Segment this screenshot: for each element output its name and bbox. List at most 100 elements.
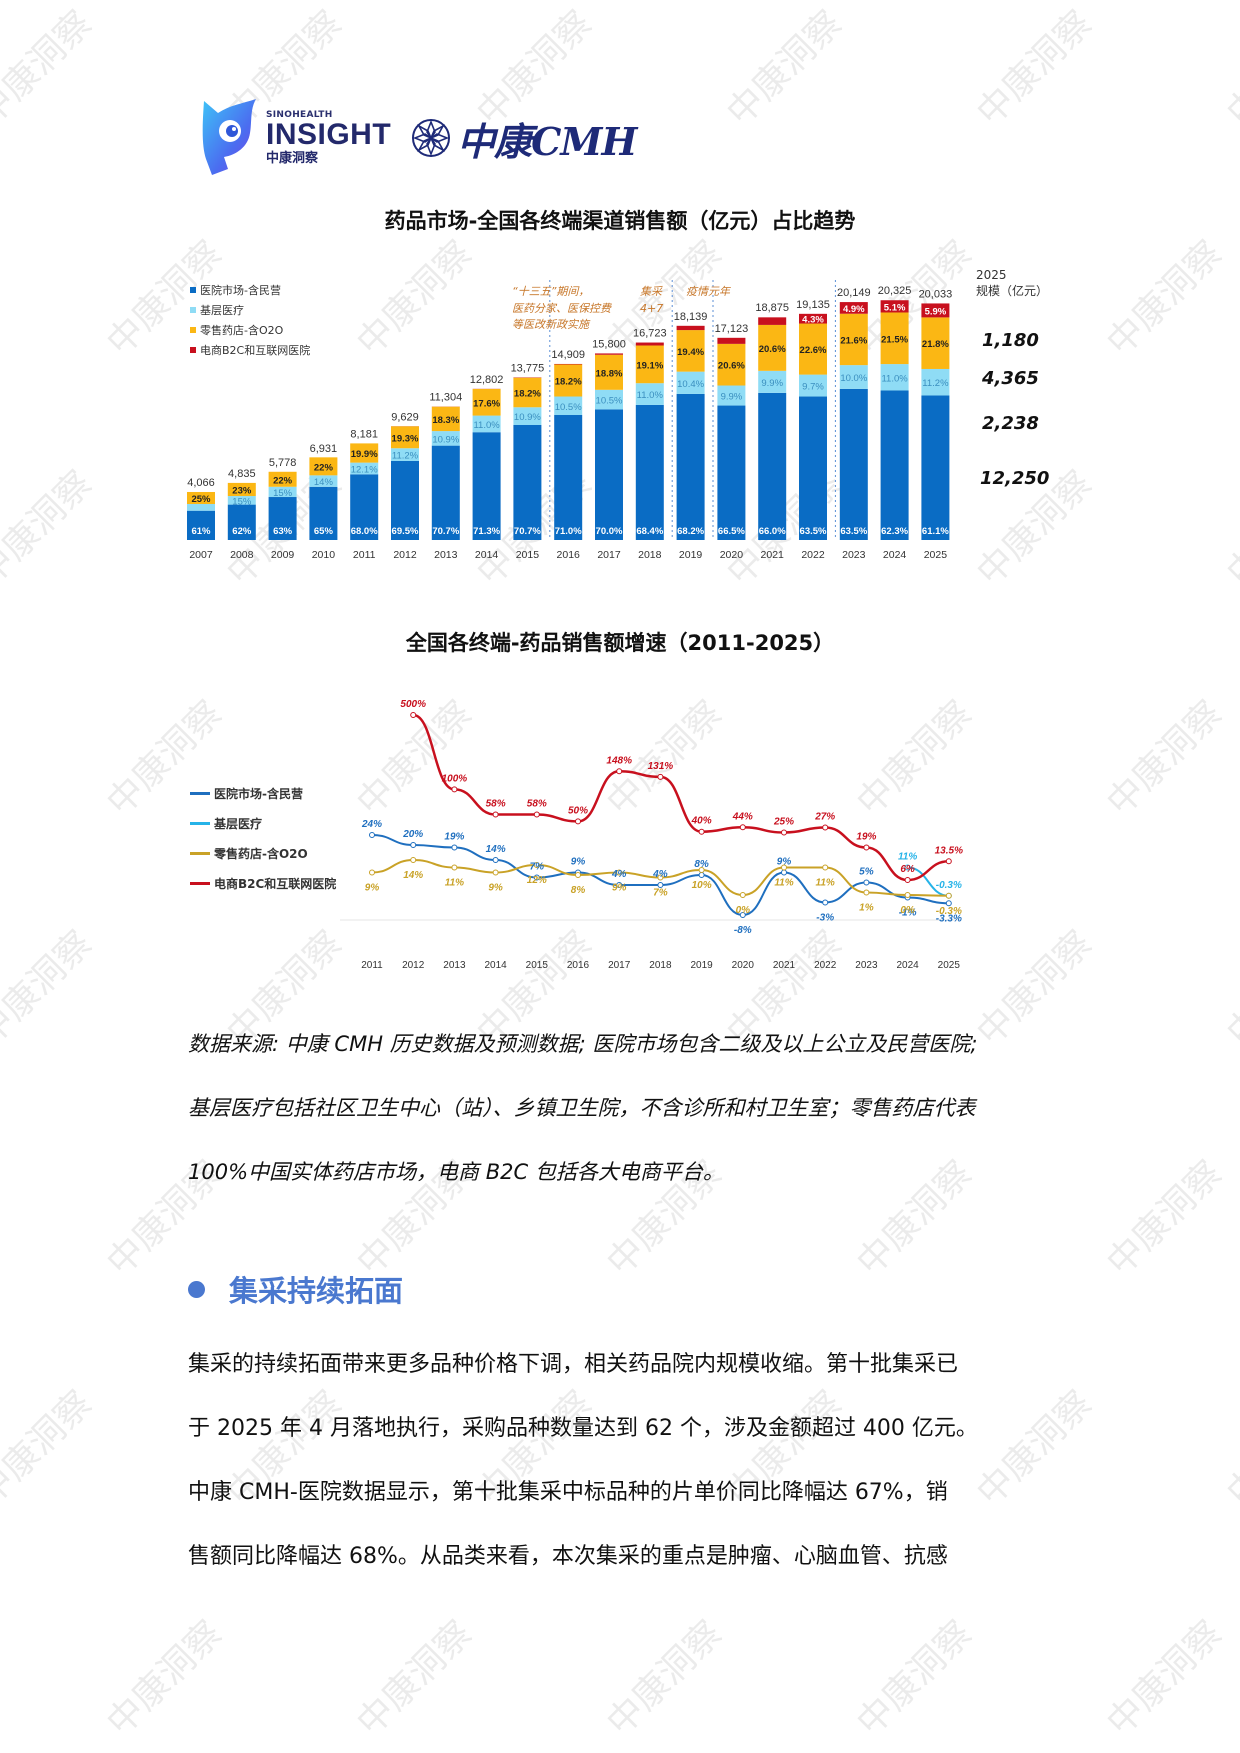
bar-segment [880,390,909,540]
svg-text:2020: 2020 [732,960,755,971]
svg-text:63.5%: 63.5% [840,526,867,537]
legend-label: 基层医疗 [200,304,244,317]
svg-text:2024: 2024 [896,960,919,971]
svg-text:2011: 2011 [353,549,376,561]
svg-text:148%: 148% [606,755,632,766]
bullet-icon [188,1280,205,1298]
watermark-text: 中康洞察 [1099,233,1230,364]
bar-segment [758,324,787,371]
svg-text:11.2%: 11.2% [922,378,949,389]
svg-text:22.6%: 22.6% [800,345,827,356]
chart1-legend: 医院市场-含民营 基层医疗 零售药店-含O2O 电商B2C和互联网医院 [190,280,310,360]
legend-label: 电商B2C和互联网医院 [214,876,337,891]
bar-segment [635,342,664,346]
svg-text:9%: 9% [488,883,503,894]
bar-segment [799,313,827,324]
svg-text:7%: 7% [653,888,668,899]
svg-text:2024: 2024 [883,549,907,561]
bar-segment [350,443,379,463]
svg-text:2021: 2021 [761,549,785,561]
svg-text:25%: 25% [191,494,211,505]
bar-segment [187,510,215,540]
bar-segment [880,300,909,313]
bar-segment [717,405,746,540]
svg-text:50%: 50% [568,805,588,816]
svg-text:0%: 0% [900,905,915,916]
svg-text:5.9%: 5.9% [925,306,947,317]
svg-text:9%: 9% [571,857,586,868]
legend-primary-care: 基层医疗 [190,300,310,320]
svg-text:11.0%: 11.0% [473,420,500,431]
bar-segment [921,317,950,369]
svg-text:2017: 2017 [597,549,621,561]
svg-text:18.2%: 18.2% [555,377,582,388]
svg-text:500%: 500% [400,699,426,710]
scale-retail: 4,365 [982,368,1039,389]
svg-text:2013: 2013 [443,960,466,971]
svg-text:18.2%: 18.2% [514,388,541,399]
svg-text:27%: 27% [814,812,835,823]
bar-segment [758,392,787,540]
svg-text:-3%: -3% [816,913,834,924]
bar-segment [431,431,460,446]
svg-text:63.5%: 63.5% [800,526,827,537]
svg-text:70.7%: 70.7% [514,526,541,537]
bar-segment [799,374,827,397]
svg-text:5%: 5% [859,867,874,878]
bar-segment [839,313,868,366]
svg-text:61%: 61% [191,526,211,537]
svg-text:2020: 2020 [720,549,744,561]
bar-segment [676,330,705,372]
watermark-text: 中康洞察 [1219,3,1240,134]
watermark-text: 中康洞察 [0,463,100,594]
bar-segment [268,497,297,540]
insight-logo-small: SINOHEALTH [266,110,333,120]
svg-text:9%: 9% [612,883,627,894]
bar-segment [472,388,501,416]
svg-text:2017: 2017 [608,960,631,971]
bar-segment [799,396,827,540]
svg-text:11,304: 11,304 [429,392,462,404]
bar-segment [187,491,215,504]
svg-text:2021: 2021 [773,960,796,971]
watermark-text: 中康洞察 [349,1613,480,1744]
legend-ecommerce: 电商B2C和互联网医院 [190,340,310,360]
svg-text:2018: 2018 [649,960,672,971]
svg-text:71.3%: 71.3% [473,526,500,537]
svg-text:66.0%: 66.0% [759,526,786,537]
bar-segment [227,504,256,540]
svg-text:4%: 4% [652,869,668,880]
line-series [412,713,949,882]
svg-text:14%: 14% [486,844,506,855]
svg-text:63%: 63% [273,526,293,537]
bar-segment [839,388,868,540]
bar-segment [676,393,705,540]
bar-segment [554,396,583,416]
bar-segment [513,377,542,408]
svg-text:20,149: 20,149 [837,287,871,299]
bar-segment [268,471,297,487]
bar-segment [635,404,664,540]
svg-text:17,123: 17,123 [715,323,749,335]
svg-text:66.5%: 66.5% [718,526,745,537]
svg-text:10.4%: 10.4% [677,379,704,390]
svg-text:8%: 8% [694,859,709,870]
note-vbp-4-7: 集采 4+7 [640,285,664,315]
chart1-title: 药品市场-全国各终端渠道销售额（亿元）占比趋势 [384,209,856,233]
svg-text:2015: 2015 [516,549,540,561]
bar-segment [391,426,419,449]
bar-segment [921,395,950,540]
svg-text:6,931: 6,931 [310,443,338,455]
svg-text:21.5%: 21.5% [881,334,908,345]
watermark-text: 中康洞察 [969,3,1100,134]
svg-text:20,033: 20,033 [919,288,953,300]
svg-text:25%: 25% [773,817,794,828]
svg-text:21.6%: 21.6% [840,335,867,346]
bar-segment [187,503,215,511]
bar-segment [595,354,623,390]
bar-segment [350,462,379,475]
svg-text:20,325: 20,325 [878,285,912,297]
svg-text:19%: 19% [856,832,876,843]
svg-text:2010: 2010 [312,549,336,561]
svg-text:2019: 2019 [690,960,713,971]
